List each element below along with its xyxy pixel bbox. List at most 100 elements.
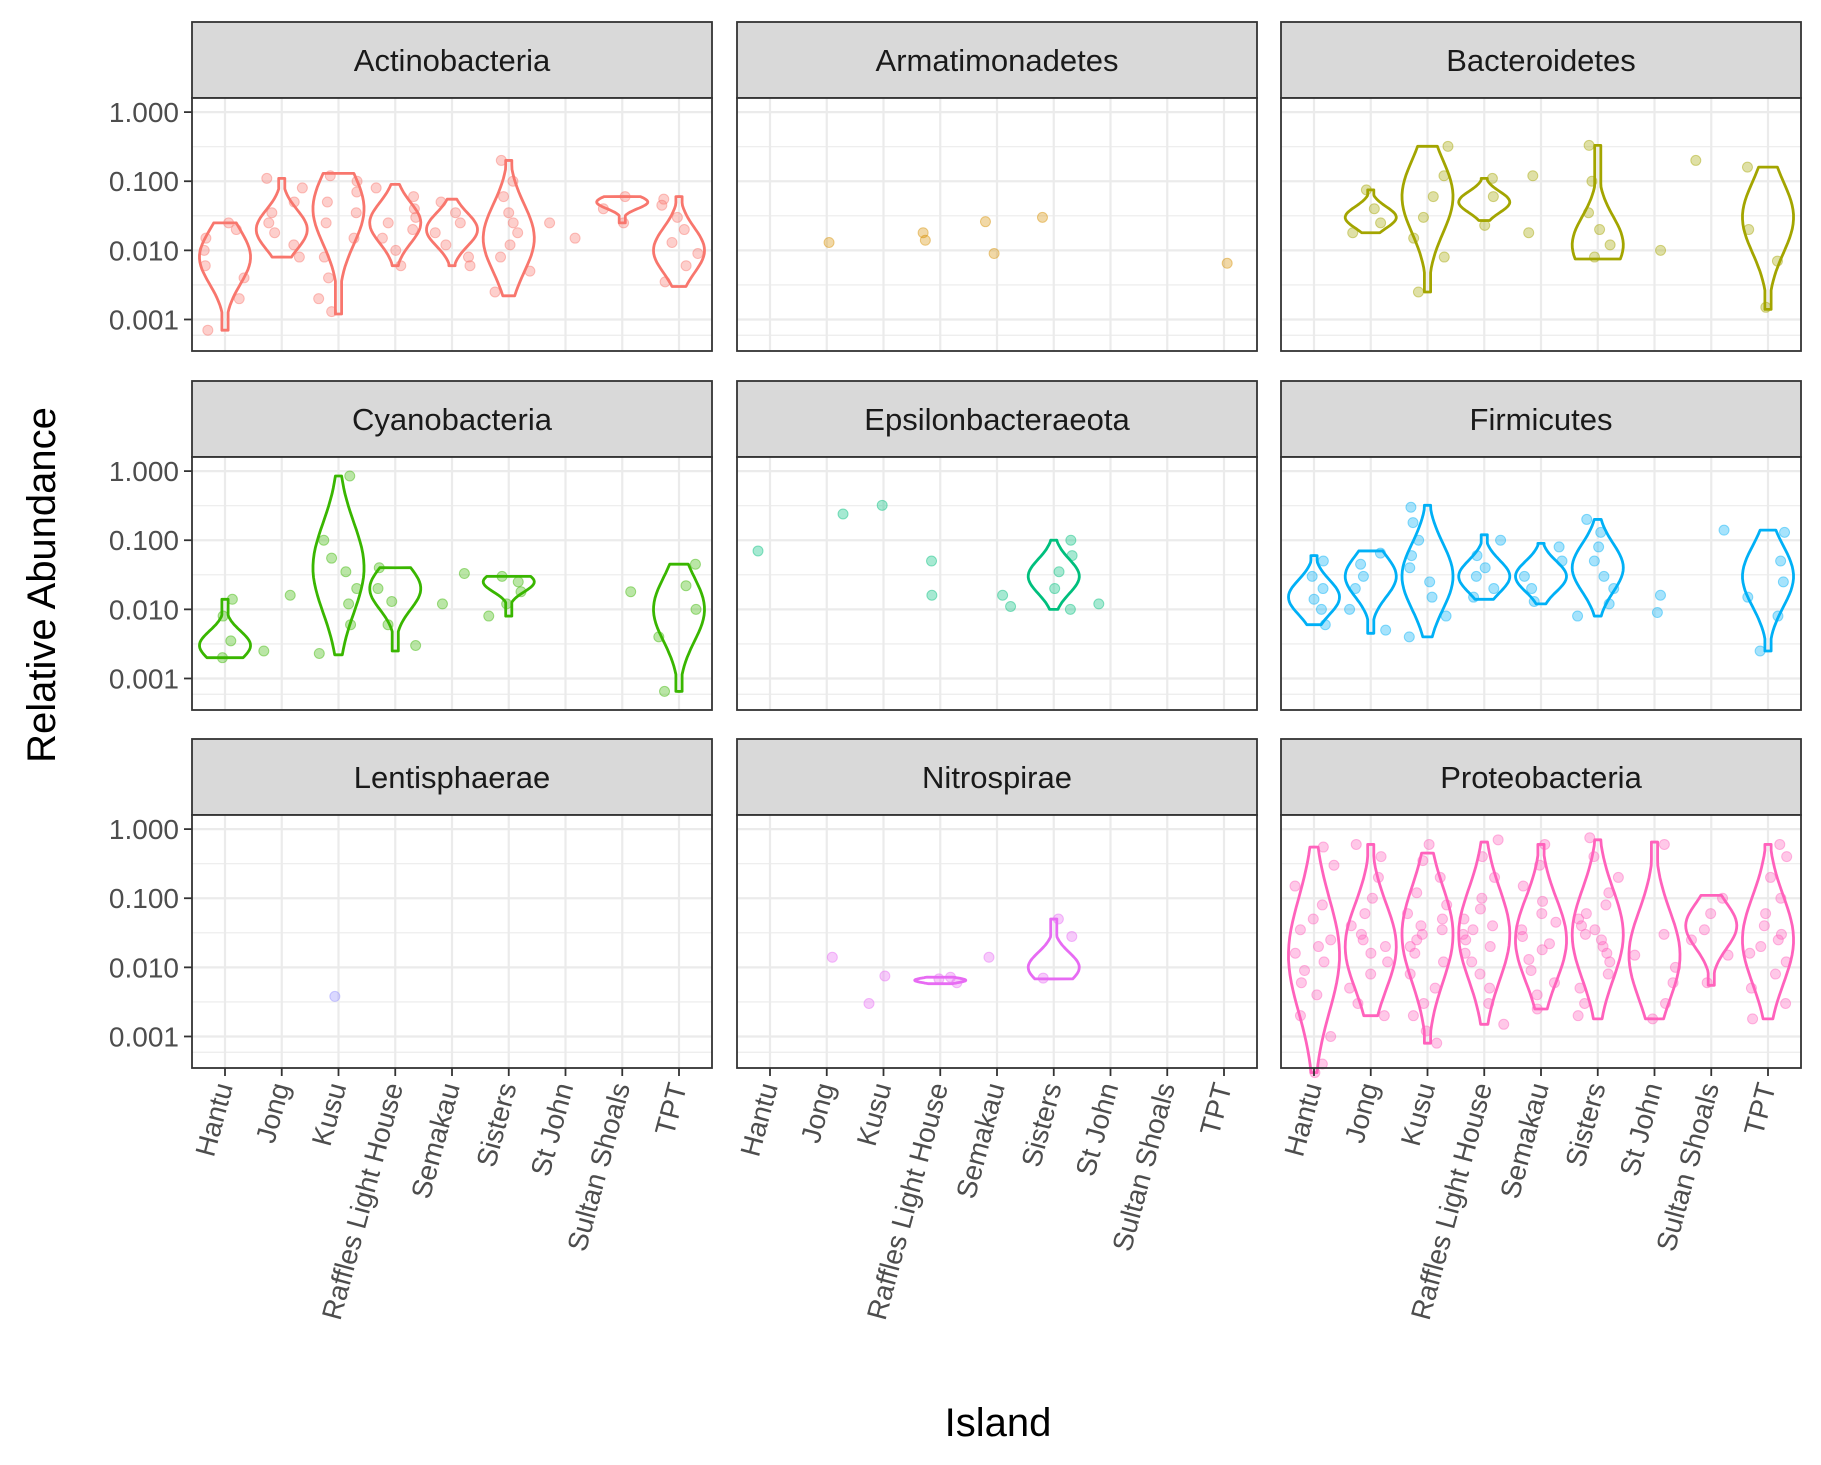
data-point (671, 211, 683, 223)
data-point (1604, 239, 1616, 251)
violin (1457, 840, 1512, 1026)
data-point (1594, 224, 1606, 236)
panel-border (736, 97, 1258, 352)
data-point (1476, 892, 1488, 904)
y-axis-tick-labels: 1.000 0.100 0.010 0.001 1.000 0.100 0.010 0.001… (109, 97, 192, 1052)
y-tick-label: 0.010 (109, 235, 179, 266)
data-point (1424, 576, 1436, 588)
points (216, 470, 702, 697)
data-point (1612, 871, 1624, 883)
data-point (1357, 934, 1369, 946)
data-point (1589, 251, 1601, 263)
data-point (370, 182, 382, 194)
facet-strip-label: Actinobacteria (354, 43, 551, 78)
data-point (1289, 947, 1301, 959)
data-point (1495, 534, 1507, 546)
gridlines (192, 98, 712, 351)
data-point (1411, 934, 1423, 946)
facet-strip (191, 738, 713, 816)
data-point (454, 217, 466, 229)
violin (368, 566, 423, 653)
data-point (1466, 956, 1478, 968)
gridlines (1281, 457, 1801, 710)
data-point (1316, 899, 1328, 911)
data-point (504, 239, 516, 251)
data-point (1355, 928, 1367, 940)
data-point (382, 217, 394, 229)
violin (1343, 549, 1398, 635)
data-point (1318, 956, 1330, 968)
data-point (1584, 832, 1596, 844)
data-point (1005, 600, 1017, 612)
data-point (1595, 934, 1607, 946)
data-point (269, 227, 281, 239)
data-point (1658, 838, 1670, 850)
gridlines (192, 815, 712, 1068)
panel-border (191, 456, 713, 711)
facet-armatimonadetes: Armatimonadetes (736, 21, 1258, 352)
violin (481, 574, 536, 618)
x-axis-title: Island (945, 1401, 1052, 1445)
data-point (429, 227, 441, 239)
data-point (1772, 934, 1784, 946)
data-point (1492, 834, 1504, 846)
y-tick-label: 0.010 (109, 952, 179, 983)
data-point (1517, 880, 1529, 892)
data-point (1306, 570, 1318, 582)
facet-epsilonbacteraeota: Epsilonbacteraeota (736, 380, 1258, 711)
data-point (1536, 944, 1548, 956)
violin (1287, 845, 1341, 1075)
violin (1570, 838, 1625, 1021)
data-point (410, 640, 422, 652)
data-point (1427, 191, 1439, 203)
violin (254, 176, 309, 259)
data-point (1755, 941, 1767, 953)
data-point (826, 951, 838, 963)
data-point (1375, 217, 1387, 229)
data-point (296, 182, 308, 194)
y-tick-label: 1.000 (109, 97, 179, 128)
data-point (483, 610, 495, 622)
data-point (1411, 887, 1423, 899)
y-tick-label: 0.100 (109, 166, 179, 197)
data-point (1315, 603, 1327, 615)
data-point (390, 244, 402, 256)
violin (425, 197, 479, 268)
violin (1400, 503, 1455, 639)
data-point (917, 227, 929, 239)
violins (1343, 143, 1795, 311)
data-point (495, 251, 507, 263)
data-point (837, 508, 849, 520)
data-point (372, 583, 384, 595)
data-point (1781, 851, 1793, 863)
data-point (1407, 1010, 1419, 1022)
facet-panels: Actinobacteria Armatimonadetes Bacteroidet… (191, 21, 1802, 1079)
data-point (1317, 583, 1329, 595)
facet-strip (1280, 380, 1802, 458)
data-point (1543, 938, 1555, 950)
data-point (1065, 534, 1077, 546)
data-point (440, 239, 452, 251)
data-point (678, 224, 690, 236)
data-point (1651, 607, 1663, 619)
violins (1026, 538, 1081, 611)
data-point (1597, 941, 1609, 953)
data-point (979, 216, 991, 228)
data-point (988, 248, 1000, 260)
data-point (507, 217, 519, 229)
data-point (1375, 851, 1387, 863)
data-point (1487, 191, 1499, 203)
data-point (1779, 526, 1791, 538)
data-point (1382, 956, 1394, 968)
data-point (1404, 562, 1416, 574)
data-point (225, 635, 237, 647)
violin (1026, 917, 1081, 981)
data-point (1416, 928, 1428, 940)
data-point (1654, 589, 1666, 601)
data-point (284, 589, 296, 601)
data-point (1525, 965, 1537, 977)
data-point (1629, 949, 1641, 961)
data-point (1474, 968, 1486, 980)
data-point (1344, 603, 1356, 615)
